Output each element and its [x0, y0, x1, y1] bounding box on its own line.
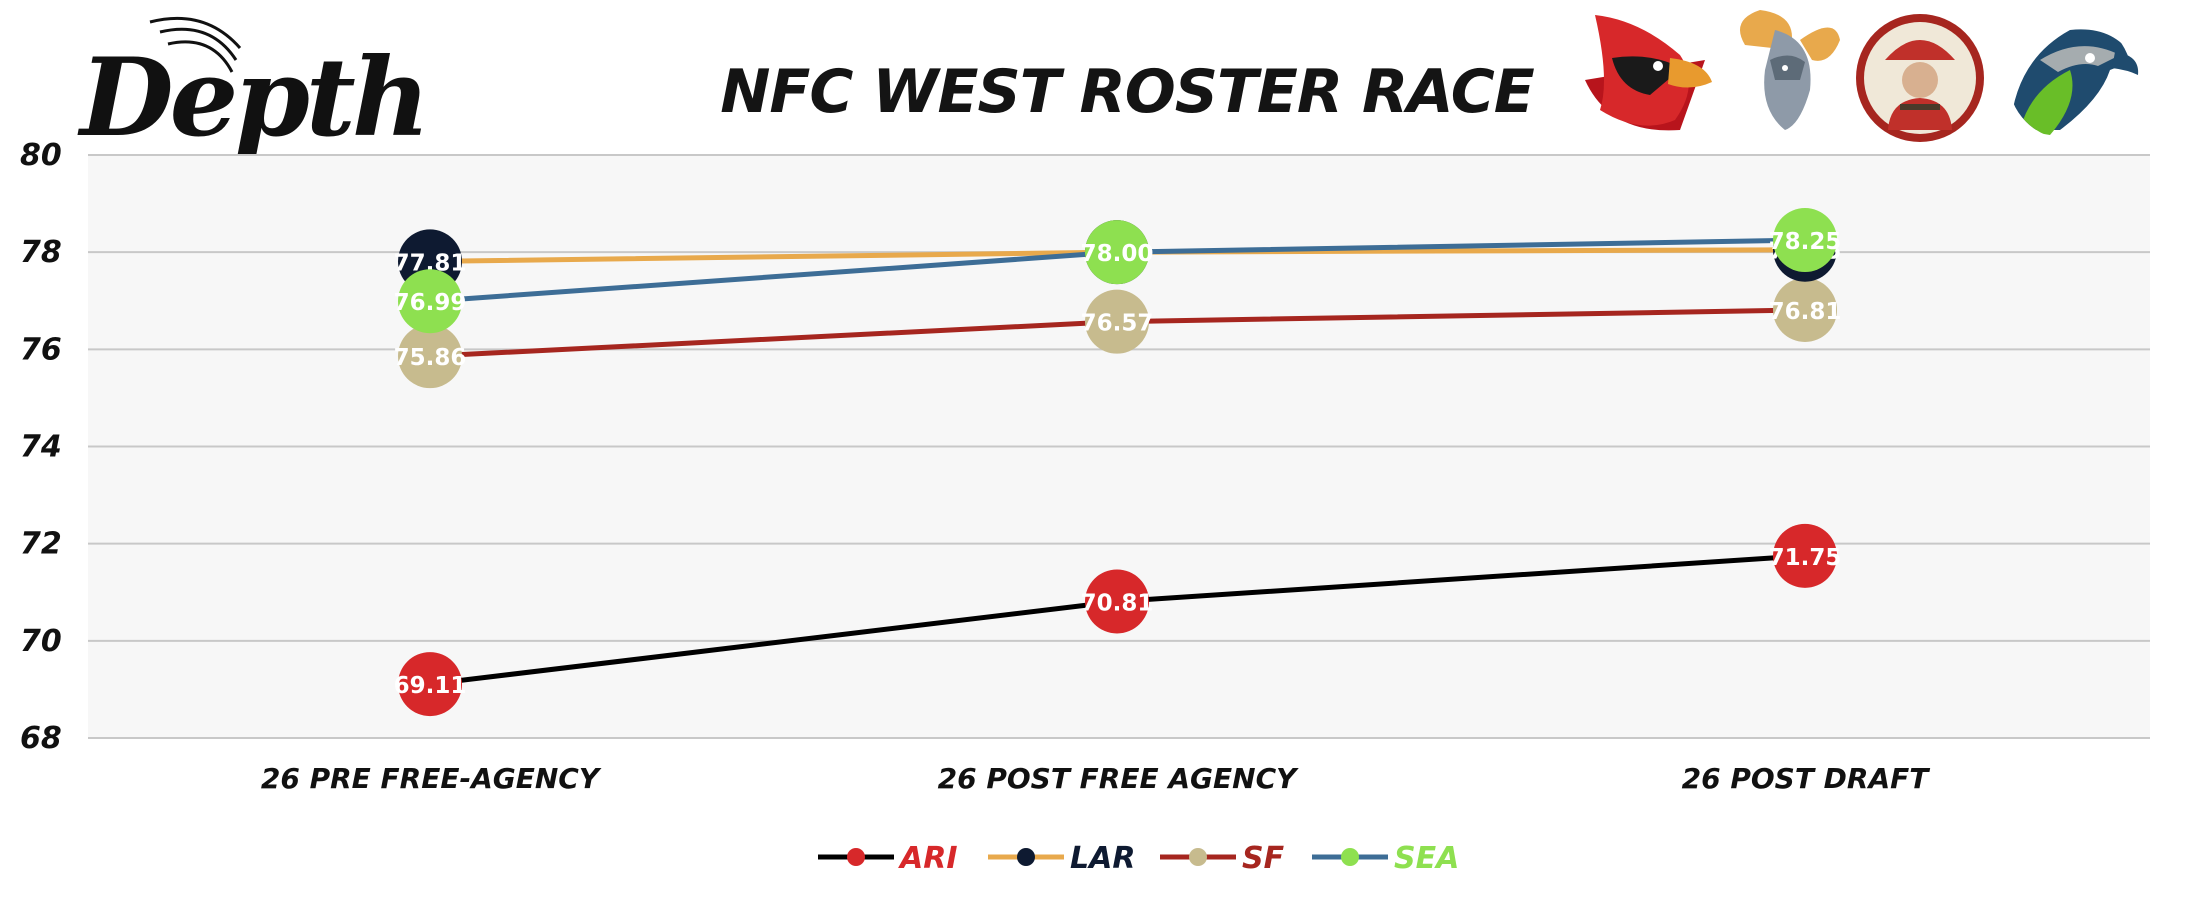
legend-marker-sea — [1341, 848, 1359, 866]
legend-label-ari: ARI — [898, 841, 957, 876]
legend-label-sf: SF — [1242, 841, 1285, 876]
x-axis-ticks: 26 PRE FREE-AGENCY 26 POST FREE AGENCY 26 … — [261, 762, 1930, 795]
y-tick-label: 74 — [20, 430, 62, 465]
depth-logo: Depth — [77, 16, 430, 161]
depth-logo-text: Depth — [77, 35, 426, 161]
miner-logo-icon — [1856, 14, 1984, 142]
data-label-sea: 76.99 — [394, 290, 467, 316]
data-label-ari: 71.75 — [1769, 545, 1842, 571]
data-label-sf: 76.57 — [1081, 311, 1154, 337]
seahawk-logo-icon — [2010, 29, 2139, 135]
cardinal-logo-icon — [1585, 15, 1712, 131]
speed-lines-icon — [149, 16, 242, 73]
data-point-sea — [1085, 220, 1149, 285]
data-label-sf: 76.81 — [1769, 299, 1842, 325]
legend-label-lar: LAR — [1070, 841, 1135, 876]
data-point-sea — [1773, 208, 1837, 273]
data-label-sf: 75.86 — [394, 345, 467, 371]
y-tick-label: 80 — [20, 138, 62, 173]
data-point-ari — [398, 652, 462, 717]
legend: ARI LAR SF SEA — [818, 841, 1459, 876]
y-axis-ticks: 68 70 72 74 76 78 80 — [20, 138, 62, 756]
series-markers: 69.1170.8171.7575.8676.5776.8177.8178.00… — [394, 208, 1842, 717]
data-point-sea — [398, 269, 462, 334]
chart-title: NFC WEST ROSTER RACE — [720, 57, 1535, 127]
data-point-ari — [1085, 569, 1149, 634]
data-point-sf — [1085, 289, 1149, 354]
x-tick-label: 26 POST DRAFT — [1682, 762, 1931, 795]
data-label-sea: 78.00 — [1081, 241, 1154, 267]
legend-marker-sf — [1189, 848, 1207, 866]
x-tick-label: 26 PRE FREE-AGENCY — [261, 762, 602, 795]
legend-marker-ari — [847, 848, 865, 866]
y-tick-label: 76 — [20, 332, 62, 367]
legend-label-sea: SEA — [1394, 841, 1459, 876]
data-label-ari: 70.81 — [1081, 590, 1154, 616]
ram-logo-icon — [1740, 10, 1840, 130]
data-label-sea: 78.25 — [1769, 229, 1842, 255]
legend-marker-lar — [1017, 848, 1035, 866]
y-tick-label: 70 — [20, 624, 62, 659]
y-tick-label: 72 — [20, 527, 62, 562]
data-point-sf — [1773, 277, 1837, 342]
data-point-ari — [1773, 523, 1837, 588]
y-tick-label: 78 — [20, 235, 62, 270]
x-tick-label: 26 POST FREE AGENCY — [938, 762, 1300, 795]
y-tick-label: 68 — [20, 721, 62, 756]
data-point-sf — [398, 324, 462, 389]
data-label-ari: 69.11 — [394, 673, 467, 699]
